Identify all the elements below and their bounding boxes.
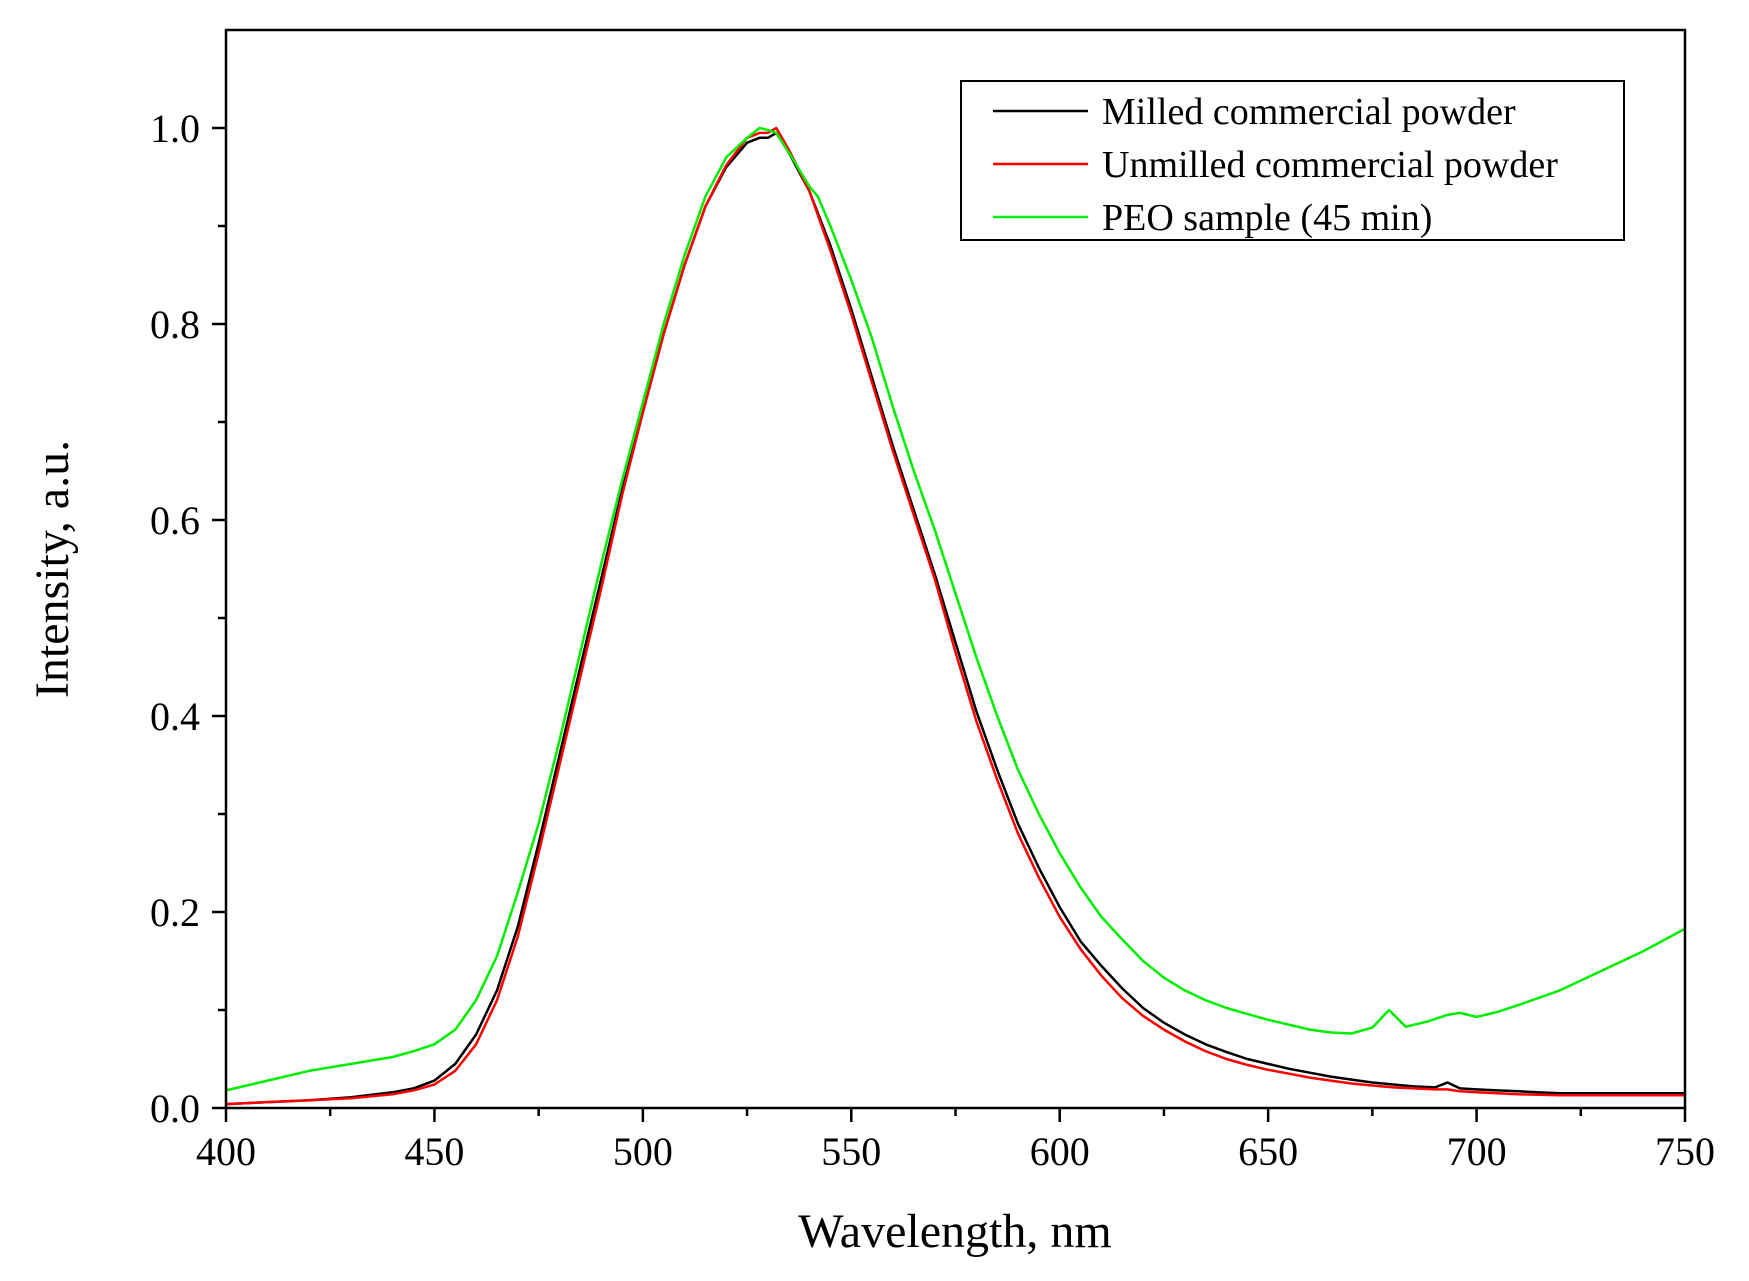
legend-label-unmilled: Unmilled commercial powder [1102,144,1558,186]
series-line-milled [226,131,1685,1106]
legend-label-milled: Milled commercial powder [1102,91,1516,133]
legend-label-peo: PEO sample (45 min) [1102,197,1432,239]
series-line-unmilled [226,126,1685,1106]
x-tick-label-700: 700 [1447,1129,1507,1174]
x-tick-label-450: 450 [404,1129,464,1174]
y-tick-label-0.4: 0.4 [150,694,200,739]
x-axis-title: Wavelength, nm [798,1205,1111,1258]
legend-box [960,80,1625,241]
y-axis-title: Intensity, a.u. [26,440,79,698]
x-tick-label-400: 400 [196,1129,256,1174]
y-tick-label-1: 1.0 [150,106,200,151]
x-tick-label-600: 600 [1030,1129,1090,1174]
legend: Milled commercial powder Unmilled commer… [960,80,1625,241]
series-line-peo [226,126,1685,1092]
y-tick-label-0: 0.0 [150,1086,200,1131]
y-tick-label-0.6: 0.6 [150,498,200,543]
x-tick-label-750: 750 [1655,1129,1715,1174]
x-tick-label-650: 650 [1238,1129,1298,1174]
y-tick-label-0.2: 0.2 [150,890,200,935]
x-tick-label-500: 500 [613,1129,673,1174]
series-layer [226,126,1685,1106]
ticks-layer: 400 450 500 550 600 650 700 750 0.0 0.2 0.4 0.6 0.8 1… [150,106,1715,1174]
x-tick-label-550: 550 [821,1129,881,1174]
y-tick-label-0.8: 0.8 [150,302,200,347]
